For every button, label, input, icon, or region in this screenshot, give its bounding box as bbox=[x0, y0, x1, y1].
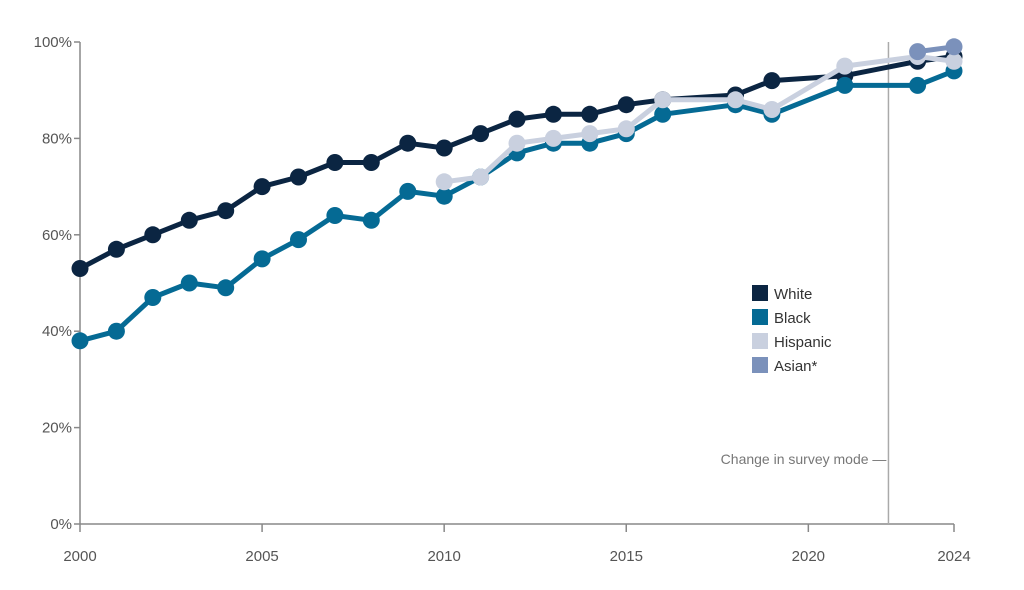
x-tick-label: 2000 bbox=[63, 548, 96, 565]
data-point bbox=[363, 212, 380, 229]
legend-swatch bbox=[752, 333, 768, 349]
data-point bbox=[581, 106, 598, 123]
data-point bbox=[909, 43, 926, 60]
data-point bbox=[217, 279, 234, 296]
data-point bbox=[290, 231, 307, 248]
data-point bbox=[108, 323, 125, 340]
data-point bbox=[654, 91, 671, 108]
data-point bbox=[545, 106, 562, 123]
data-point bbox=[618, 96, 635, 113]
data-point bbox=[326, 207, 343, 224]
x-tick-label: 2015 bbox=[610, 548, 643, 565]
data-point bbox=[290, 169, 307, 186]
data-point bbox=[254, 178, 271, 195]
series-black bbox=[72, 62, 963, 349]
data-point bbox=[326, 154, 343, 171]
legend-label: Hispanic bbox=[774, 334, 832, 351]
data-point bbox=[181, 212, 198, 229]
data-point bbox=[509, 135, 526, 152]
data-point bbox=[472, 169, 489, 186]
data-point bbox=[836, 77, 853, 94]
data-point bbox=[436, 173, 453, 190]
data-point bbox=[144, 289, 161, 306]
legend-swatch bbox=[752, 309, 768, 325]
data-point bbox=[472, 125, 489, 142]
x-tick-label: 2024 bbox=[937, 548, 970, 565]
data-point bbox=[836, 58, 853, 75]
data-point bbox=[654, 106, 671, 123]
series-group bbox=[72, 38, 963, 349]
y-tick-label: 0% bbox=[50, 516, 72, 533]
series-white bbox=[72, 48, 963, 277]
data-point bbox=[946, 53, 963, 70]
x-tick-label: 2005 bbox=[245, 548, 278, 565]
data-point bbox=[181, 275, 198, 292]
axes: 0% 20% 40% 60% 80% 100% 2000 2005 2010 2015 2020 20… bbox=[34, 34, 971, 565]
data-point bbox=[72, 332, 89, 349]
y-tick-label: 60% bbox=[42, 227, 72, 244]
legend-label: Black bbox=[774, 310, 811, 327]
data-point bbox=[909, 77, 926, 94]
data-point bbox=[399, 135, 416, 152]
data-point bbox=[763, 72, 780, 89]
data-point bbox=[144, 226, 161, 243]
data-point bbox=[254, 250, 271, 267]
data-point bbox=[618, 120, 635, 137]
data-point bbox=[217, 202, 234, 219]
data-point bbox=[108, 241, 125, 258]
data-point bbox=[363, 154, 380, 171]
data-point bbox=[399, 183, 416, 200]
data-point bbox=[581, 125, 598, 142]
legend-swatch bbox=[752, 285, 768, 301]
data-point bbox=[545, 130, 562, 147]
data-point bbox=[763, 101, 780, 118]
data-point bbox=[727, 91, 744, 108]
data-point bbox=[436, 140, 453, 157]
y-tick-label: 20% bbox=[42, 420, 72, 437]
x-tick-label: 2020 bbox=[792, 548, 825, 565]
legend: White Black Hispanic Asian* bbox=[752, 285, 832, 375]
data-point bbox=[946, 38, 963, 55]
legend-label: White bbox=[774, 286, 812, 303]
series-line bbox=[80, 57, 954, 269]
survey-mode-annotation: Change in survey mode — bbox=[721, 451, 887, 467]
y-tick-label: 100% bbox=[34, 34, 72, 51]
data-point bbox=[72, 260, 89, 277]
data-point bbox=[509, 111, 526, 128]
legend-label: Asian* bbox=[774, 358, 818, 375]
x-tick-label: 2010 bbox=[427, 548, 460, 565]
y-tick-label: 80% bbox=[42, 130, 72, 147]
y-tick-label: 40% bbox=[42, 323, 72, 340]
legend-swatch bbox=[752, 357, 768, 373]
annotation-group: Change in survey mode — bbox=[721, 42, 889, 524]
